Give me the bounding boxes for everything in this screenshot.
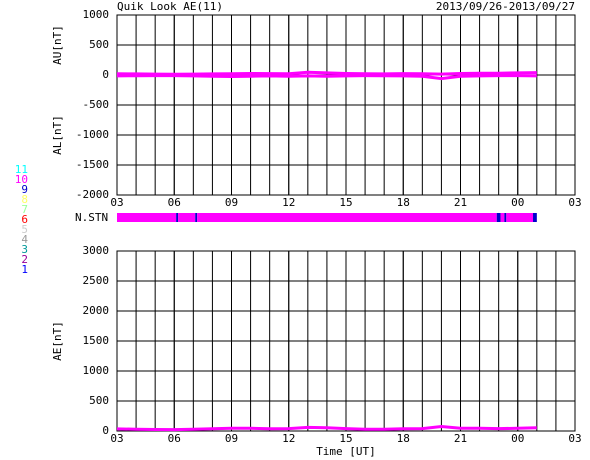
y-tick-label: 2500 [83, 274, 110, 287]
y-tick-label: -2000 [76, 188, 109, 201]
x-tick-label: 03 [110, 432, 123, 445]
data-line [116, 70, 537, 76]
y-tick-label: 0 [102, 68, 109, 81]
x-tick-label: 06 [168, 196, 181, 209]
y-tick-label: -1500 [76, 158, 109, 171]
legend-label: 4 [21, 233, 28, 246]
x-tick-label: 12 [282, 196, 295, 209]
station-segment [500, 213, 505, 222]
x-tick-label: 21 [454, 196, 467, 209]
legend-label: 5 [21, 223, 28, 236]
x-tick-label: 12 [282, 432, 295, 445]
legend-label: 3 [21, 243, 28, 256]
legend-label: 10 [15, 173, 28, 186]
y-axis-label: AE[nT] [51, 321, 64, 361]
x-tick-label: 06 [168, 432, 181, 445]
chart-title: Quik Look AE(11) [117, 0, 223, 13]
x-tick-label: 00 [511, 432, 524, 445]
x-tick-label: 15 [339, 432, 352, 445]
x-tick-label: 00 [511, 196, 524, 209]
station-segment [504, 213, 507, 222]
y-tick-label: 2000 [83, 304, 110, 317]
legend-label: 2 [21, 253, 28, 266]
legend-label: 8 [21, 193, 28, 206]
station-segment [178, 213, 196, 222]
station-segment [506, 213, 534, 222]
y-tick-label: 3000 [83, 244, 110, 257]
stn-label: N.STN [75, 211, 108, 224]
plot-frame [116, 250, 576, 432]
y-tick-label: 1000 [83, 364, 110, 377]
y-tick-label: -500 [83, 98, 110, 111]
y-axis-label: AL[nT] [51, 115, 64, 155]
y-axis-label: AU[nT] [51, 25, 64, 65]
x-tick-label: 18 [397, 432, 410, 445]
date-range: 2013/09/26-2013/09/27 [436, 0, 575, 13]
station-segment [496, 213, 501, 222]
x-tick-label: 09 [225, 196, 238, 209]
station-segment [176, 213, 179, 222]
x-tick-label: 18 [397, 196, 410, 209]
data-line [116, 424, 537, 432]
y-tick-label: 500 [89, 394, 109, 407]
station-segment [197, 213, 497, 222]
x-tick-label: 03 [568, 196, 581, 209]
legend-label: 1 [21, 263, 28, 276]
x-axis-label: Time [UT] [316, 445, 376, 458]
y-tick-label: -1000 [76, 128, 109, 141]
x-tick-label: 15 [339, 196, 352, 209]
x-tick-label: 03 [568, 432, 581, 445]
legend-label: 7 [21, 203, 28, 216]
data-line [116, 74, 537, 81]
plot-frame [116, 14, 576, 196]
x-tick-label: 21 [454, 432, 467, 445]
station-segment [533, 213, 537, 222]
legend-label: 9 [21, 183, 28, 196]
y-tick-label: 1000 [83, 8, 110, 21]
legend-label: 11 [15, 163, 28, 176]
legend-label: 6 [21, 213, 28, 226]
y-tick-label: 500 [89, 38, 109, 51]
station-segment [195, 213, 198, 222]
x-tick-label: 09 [225, 432, 238, 445]
y-tick-label: 1500 [83, 334, 110, 347]
y-tick-label: 0 [102, 424, 109, 437]
station-segment [117, 213, 177, 222]
x-tick-label: 03 [110, 196, 123, 209]
